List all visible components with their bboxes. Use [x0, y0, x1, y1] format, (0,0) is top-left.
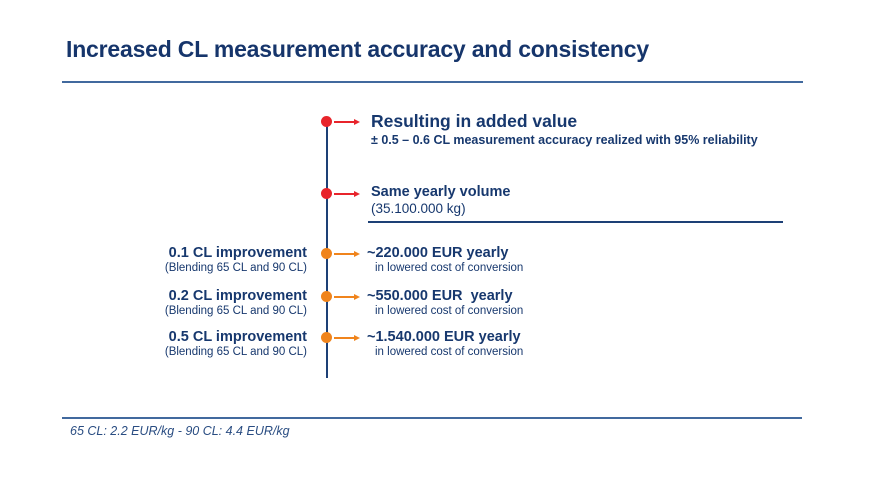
- timeline-marker-dot: [321, 291, 332, 302]
- item-heading: ~220.000 EUR yearly: [367, 245, 509, 261]
- arrow-shaft: [334, 296, 354, 298]
- arrow-tip: [354, 334, 360, 341]
- timeline-marker-dot: [321, 188, 332, 199]
- item-subheading: in lowered cost of conversion: [375, 262, 524, 274]
- footer-divider: [62, 417, 802, 419]
- volume-divider: [368, 221, 783, 223]
- slide-title: Increased CL measurement accuracy and co…: [66, 36, 649, 62]
- arrow-tip: [354, 250, 360, 257]
- item-subheading: (35.100.000 kg): [371, 201, 466, 216]
- arrow-right-icon: [334, 118, 360, 126]
- arrow-shaft: [334, 121, 354, 123]
- arrow-tip: [354, 190, 360, 197]
- arrow-tip: [354, 118, 360, 125]
- timeline-marker-dot: [321, 332, 332, 343]
- timeline-marker-dot: [321, 248, 332, 259]
- item-left-label: 0.1 CL improvement: [168, 245, 307, 261]
- arrow-shaft: [334, 337, 354, 339]
- item-subheading: in lowered cost of conversion: [375, 346, 524, 358]
- arrow-shaft: [334, 253, 354, 255]
- arrow-right-icon: [334, 334, 360, 342]
- item-left-sublabel: (Blending 65 CL and 90 CL): [164, 305, 307, 317]
- item-subheading: in lowered cost of conversion: [375, 305, 524, 317]
- item-left-sublabel: (Blending 65 CL and 90 CL): [164, 346, 307, 358]
- arrow-tip: [354, 293, 360, 300]
- item-heading: ~550.000 EUR yearly: [367, 288, 513, 304]
- title-divider: [62, 81, 803, 83]
- arrow-right-icon: [334, 293, 360, 301]
- item-heading: Same yearly volume: [371, 184, 511, 200]
- arrow-right-icon: [334, 190, 360, 198]
- item-left-label: 0.5 CL improvement: [168, 329, 307, 345]
- arrow-shaft: [334, 193, 354, 195]
- item-heading: Resulting in added value: [371, 111, 578, 131]
- item-heading: ~1.540.000 EUR yearly: [367, 329, 521, 345]
- timeline-marker-dot: [321, 116, 332, 127]
- item-subheading: ± 0.5 – 0.6 CL measurement accuracy real…: [371, 133, 758, 147]
- item-left-label: 0.2 CL improvement: [168, 288, 307, 304]
- arrow-right-icon: [334, 250, 360, 258]
- item-left-sublabel: (Blending 65 CL and 90 CL): [164, 262, 307, 274]
- footer-note: 65 CL: 2.2 EUR/kg - 90 CL: 4.4 EUR/kg: [70, 424, 290, 438]
